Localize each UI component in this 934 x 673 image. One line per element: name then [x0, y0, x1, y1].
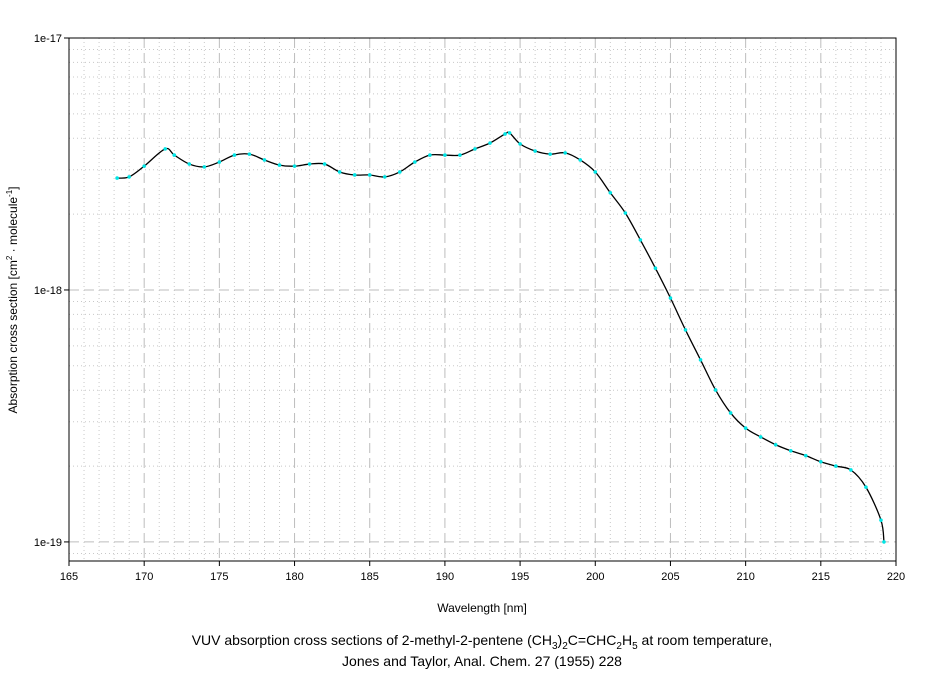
data-point: [232, 153, 237, 157]
data-point: [578, 158, 583, 162]
x-tick-label: 180: [285, 571, 303, 583]
data-point: [115, 176, 119, 180]
x-tick-label: 175: [210, 571, 228, 583]
series-2-methyl-2-pentene: [115, 131, 886, 544]
data-point: [307, 162, 312, 166]
data-point: [683, 328, 688, 332]
data-point: [849, 468, 853, 472]
data-point: [503, 132, 507, 136]
data-point: [773, 442, 778, 447]
data-point: [518, 142, 522, 146]
y-tick-label: 1e-18: [34, 285, 62, 297]
data-point: [563, 151, 567, 155]
data-point: [473, 147, 477, 151]
y-tick-label: 1e-19: [34, 537, 62, 549]
x-axis-label: Wavelength [nm]: [437, 601, 527, 615]
data-point: [879, 518, 883, 522]
y-label-sup: 2: [5, 255, 14, 260]
data-point: [533, 149, 537, 153]
grid: [69, 38, 896, 561]
data-point: [443, 153, 447, 157]
x-tick-label: 185: [361, 571, 379, 583]
x-tick-label: 215: [812, 571, 830, 583]
data-point: [428, 153, 432, 157]
y-label-part: Absorption cross section [cm: [6, 260, 20, 413]
data-point: [247, 152, 252, 156]
data-point: [217, 160, 222, 164]
data-point: [864, 485, 868, 489]
data-point: [262, 158, 267, 162]
data-point: [202, 165, 207, 169]
data-point: [337, 170, 342, 174]
x-tick-label: 205: [661, 571, 679, 583]
data-point: [608, 191, 613, 195]
data-point: [803, 453, 808, 458]
x-tick-label: 190: [436, 571, 454, 583]
data-point: [758, 435, 763, 439]
x-tick-label: 165: [60, 571, 78, 583]
data-point: [593, 170, 598, 174]
series-line: [117, 131, 885, 543]
data-point: [834, 464, 838, 468]
data-point: [187, 162, 192, 166]
data-point: [398, 170, 402, 174]
data-point: [172, 153, 177, 157]
data-point: [163, 147, 168, 151]
caption-line-2: Jones and Taylor, Anal. Chem. 27 (1955) …: [342, 653, 622, 669]
data-point: [623, 211, 628, 215]
data-point: [413, 160, 417, 164]
data-point: [507, 131, 512, 135]
data-point: [638, 238, 643, 242]
x-tick-label: 210: [736, 571, 754, 583]
data-point: [352, 173, 357, 177]
data-point: [819, 459, 823, 464]
data-point: [788, 448, 793, 453]
caption-line-1: VUV absorption cross sections of 2-methy…: [192, 632, 773, 652]
data-point: [127, 175, 131, 179]
x-tick-label: 170: [135, 571, 153, 583]
data-point: [548, 152, 552, 156]
data-point: [653, 266, 658, 271]
data-point: [743, 426, 748, 430]
plot-frame: [68, 37, 897, 562]
data-point: [292, 164, 297, 168]
data-point: [882, 540, 886, 544]
y-label-part: ]: [6, 186, 20, 189]
data-point: [488, 141, 492, 145]
ticks: 165 170 175 180 185 190 195 200 205 210 215 220 1e-1…: [34, 33, 905, 583]
y-label-part: · molecule: [6, 197, 20, 256]
x-tick-label: 220: [887, 571, 905, 583]
y-axis-label: Absorption cross section [cm2 · molecule…: [5, 186, 20, 413]
y-label-sup: -1: [5, 189, 14, 197]
data-point: [277, 163, 282, 167]
data-point: [142, 164, 146, 168]
data-point: [698, 358, 703, 362]
data-point: [458, 153, 462, 157]
x-tick-label: 195: [511, 571, 529, 583]
data-point: [367, 173, 372, 177]
data-point: [728, 411, 733, 415]
data-point: [713, 388, 718, 392]
y-tick-label: 1e-17: [34, 33, 62, 45]
data-point: [668, 296, 673, 300]
data-point: [382, 175, 387, 179]
data-point: [322, 162, 327, 166]
x-tick-label: 200: [586, 571, 604, 583]
